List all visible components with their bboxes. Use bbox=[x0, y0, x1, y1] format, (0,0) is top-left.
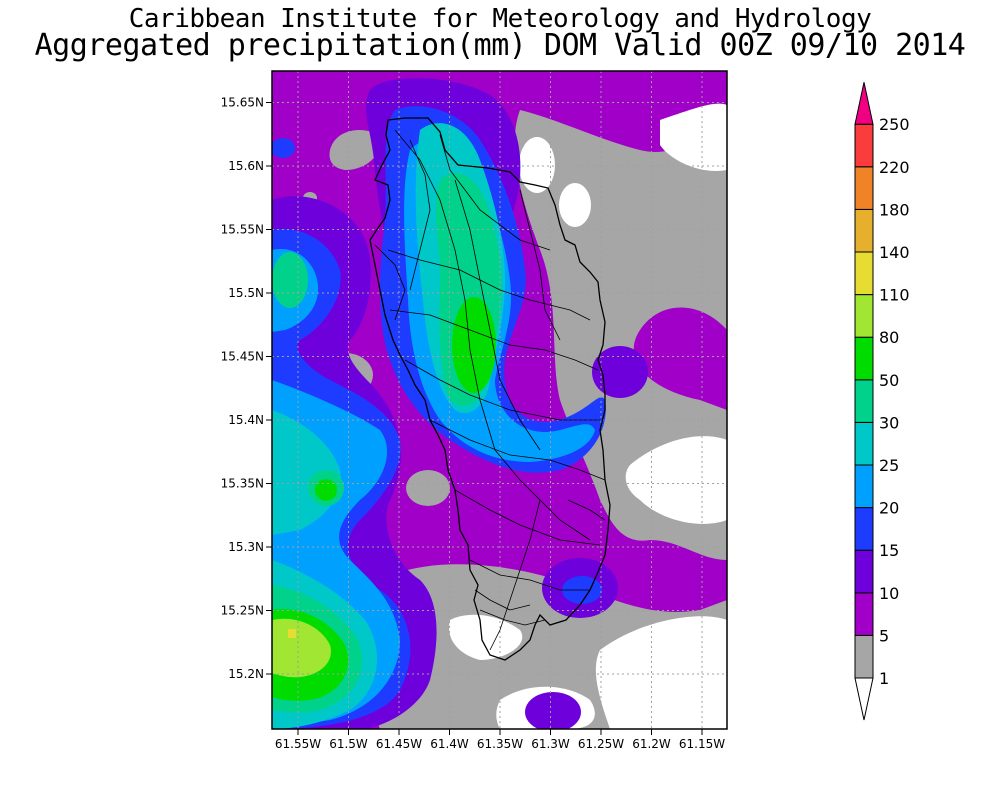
lon-tick-label: 61.5W bbox=[329, 737, 368, 751]
lat-tick-label: 15.6N bbox=[228, 159, 264, 173]
lon-tick-label: 61.35W bbox=[477, 737, 523, 751]
lat-tick-label: 15.2N bbox=[228, 667, 264, 681]
field-grey-north-west bbox=[329, 130, 381, 170]
lat-tick-label: 15.25N bbox=[221, 604, 264, 618]
colorbar-label: 180 bbox=[879, 200, 910, 219]
field-strong-green-west bbox=[315, 479, 337, 501]
latitude-axis: 15.65N 15.6N 15.55N 15.5N 15.45N 15.4N 15.35N 1… bbox=[221, 96, 272, 681]
lat-tick-label: 15.3N bbox=[228, 540, 264, 554]
colorbar-segment bbox=[854, 208, 874, 253]
lat-tick-label: 15.35N bbox=[221, 477, 264, 491]
colorbar-label: 220 bbox=[879, 158, 910, 177]
colorbar-label: 25 bbox=[879, 456, 899, 475]
colorbar-label: 80 bbox=[879, 328, 899, 347]
colorbar-segment bbox=[854, 251, 874, 296]
precipitation-field bbox=[272, 71, 727, 729]
lat-tick-label: 15.55N bbox=[221, 223, 264, 237]
colorbar-label: 30 bbox=[879, 413, 899, 432]
field-white-east bbox=[660, 103, 727, 171]
field-grey-west-spot-2 bbox=[406, 470, 450, 506]
chart-title: Caribbean Institute for Meteorology and … bbox=[128, 4, 872, 34]
field-purple-south-spot bbox=[525, 692, 581, 729]
field-lightgreen-sw bbox=[272, 618, 331, 678]
colorbar-label: 250 bbox=[879, 115, 910, 134]
field-strong-green-center bbox=[452, 297, 496, 393]
colorbar-label: 10 bbox=[879, 584, 899, 603]
colorbar-segment bbox=[854, 421, 874, 466]
field-green-west bbox=[272, 252, 308, 308]
lon-tick-label: 61.45W bbox=[376, 737, 422, 751]
field-white-south-east bbox=[595, 616, 727, 729]
colorbar-segment bbox=[854, 464, 874, 509]
colorbar-upper-triangle bbox=[854, 82, 874, 125]
colorbar-segment bbox=[854, 123, 874, 168]
field-blue-north-dot bbox=[272, 138, 295, 158]
longitude-axis: 61.55W 61.5W 61.45W 61.4W 61.35W 61.3W 61.25W 6… bbox=[275, 729, 725, 751]
colorbar-segment bbox=[854, 507, 874, 551]
field-white-south bbox=[449, 614, 523, 660]
lon-tick-label: 61.55W bbox=[275, 737, 321, 751]
lon-tick-label: 61.15W bbox=[679, 737, 725, 751]
colorbar-segment bbox=[854, 166, 874, 210]
lon-tick-label: 61.25W bbox=[578, 737, 624, 751]
colorbar-label: 140 bbox=[879, 243, 910, 262]
chart-subtitle: Aggregated precipitation(mm) DOM Valid 0… bbox=[34, 28, 966, 63]
colorbar-segment bbox=[854, 336, 874, 381]
colorbar-label: 1 bbox=[879, 669, 889, 688]
lat-tick-label: 15.45N bbox=[221, 350, 264, 364]
lon-tick-label: 61.4W bbox=[430, 737, 469, 751]
colorbar-segment bbox=[854, 592, 874, 636]
island-outline bbox=[369, 117, 611, 661]
island-interior-lines bbox=[374, 129, 606, 651]
colorbar-lower-triangle bbox=[854, 677, 874, 721]
colorbar-segment bbox=[854, 379, 874, 423]
lon-tick-label: 61.3W bbox=[531, 737, 570, 751]
colorbar-segment bbox=[854, 634, 874, 679]
lon-tick-label: 61.2W bbox=[632, 737, 671, 751]
field-white-spot-2 bbox=[559, 183, 591, 227]
colorbar-label: 5 bbox=[879, 626, 889, 645]
colorbar-label: 15 bbox=[879, 541, 899, 560]
field-white-spot-1 bbox=[519, 137, 555, 193]
field-purple-east-spot bbox=[592, 346, 648, 398]
colorbar-segment bbox=[854, 549, 874, 594]
colorbar-segment bbox=[854, 294, 874, 338]
field-yellow-dot bbox=[288, 629, 296, 638]
colorbar-label: 110 bbox=[879, 286, 910, 305]
map-gridlines bbox=[272, 71, 727, 729]
colorbar-label: 20 bbox=[879, 499, 899, 518]
colorbar-label: 50 bbox=[879, 371, 899, 390]
lat-tick-label: 15.4N bbox=[228, 413, 264, 427]
lat-tick-label: 15.5N bbox=[228, 286, 264, 300]
lat-tick-label: 15.65N bbox=[221, 96, 264, 110]
